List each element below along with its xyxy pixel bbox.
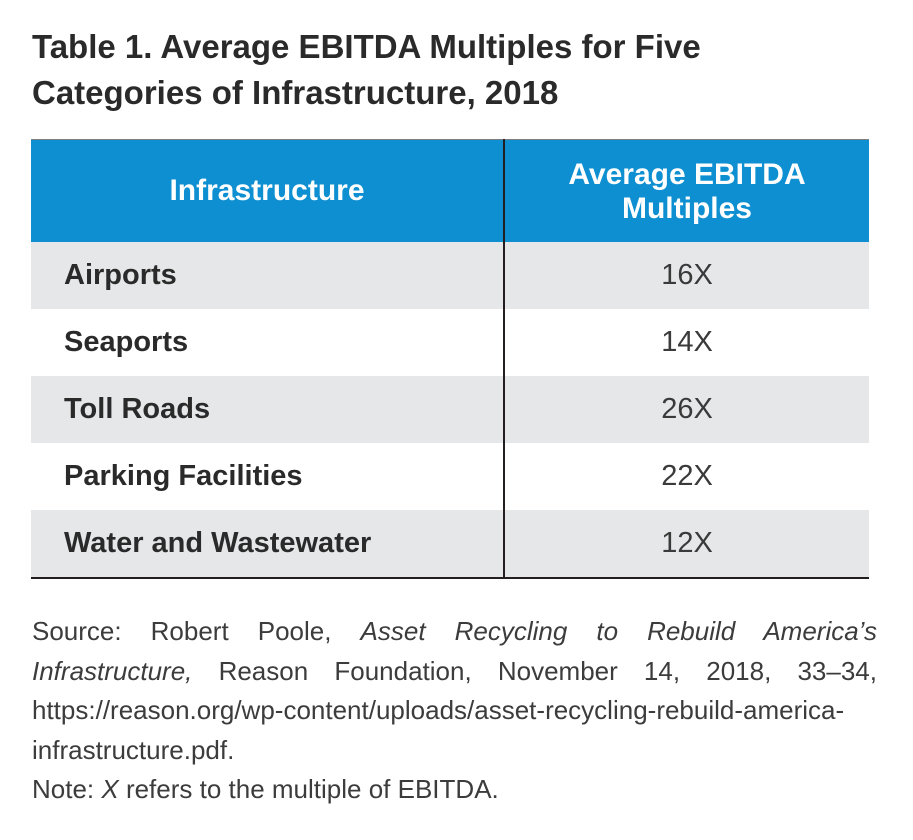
title-line-1: Table 1. Average EBITDA Multiples for Fi… [32, 28, 701, 65]
table-row: Parking Facilities 22X [31, 443, 869, 510]
table-row: Water and Wastewater 12X [31, 510, 869, 578]
column-header-multiples-line-2: Multiples [621, 192, 752, 225]
row-name-cell: Toll Roads [31, 376, 505, 443]
table-body: Airports 16X Seaports 14X Toll Roads 26X… [31, 242, 869, 578]
column-header-multiples: Average EBITDA Multiples [504, 139, 869, 242]
row-name-cell: Airports [31, 242, 505, 309]
row-value-cell: 26X [504, 376, 869, 443]
row-value-cell: 16X [504, 242, 869, 309]
row-name-cell: Water and Wastewater [31, 510, 505, 578]
source-details: Reason Foundation, November 14, 2018, 33… [32, 655, 877, 765]
table-note: Note: X refers to the multiple of EBITDA… [32, 770, 877, 810]
row-value-cell: 14X [661, 326, 713, 358]
note-prefix: Note: [32, 774, 102, 804]
row-name-cell: Seaports [31, 309, 505, 376]
title-line-2: Categories of Infrastructure, 2018 [32, 74, 559, 111]
header-row: Infrastructure Average EBITDA Multiples [31, 139, 869, 242]
table-header: Infrastructure Average EBITDA Multiples [31, 139, 869, 242]
ebitda-multiples-table: Infrastructure Average EBITDA Multiples … [31, 139, 869, 579]
table-notes: Source: Robert Poole, Asset Recycling to… [32, 612, 877, 810]
source-book-title: Asset Recycling to Rebuild America’s Inf… [32, 616, 877, 686]
note-symbol: X [101, 774, 119, 804]
source-citation: Source: Robert Poole, Asset Recycling to… [32, 612, 877, 770]
column-header-multiples-line-1: Average EBITDA [568, 158, 806, 191]
note-text: refers to the multiple of EBITDA. [118, 774, 499, 804]
table-row: Airports 16X [31, 242, 869, 309]
table-row: Toll Roads 26X [31, 376, 869, 443]
column-header-infrastructure: Infrastructure [31, 139, 505, 242]
table-title: Table 1. Average EBITDA Multiples for Fi… [32, 24, 892, 116]
row-value-cell: 12X [504, 510, 869, 578]
row-value-cell: 22X [661, 460, 713, 492]
row-name-cell: Parking Facilities [31, 443, 505, 510]
source-prefix: Source: Robert Poole, [32, 616, 361, 646]
table-row: Seaports 14X [31, 309, 869, 376]
